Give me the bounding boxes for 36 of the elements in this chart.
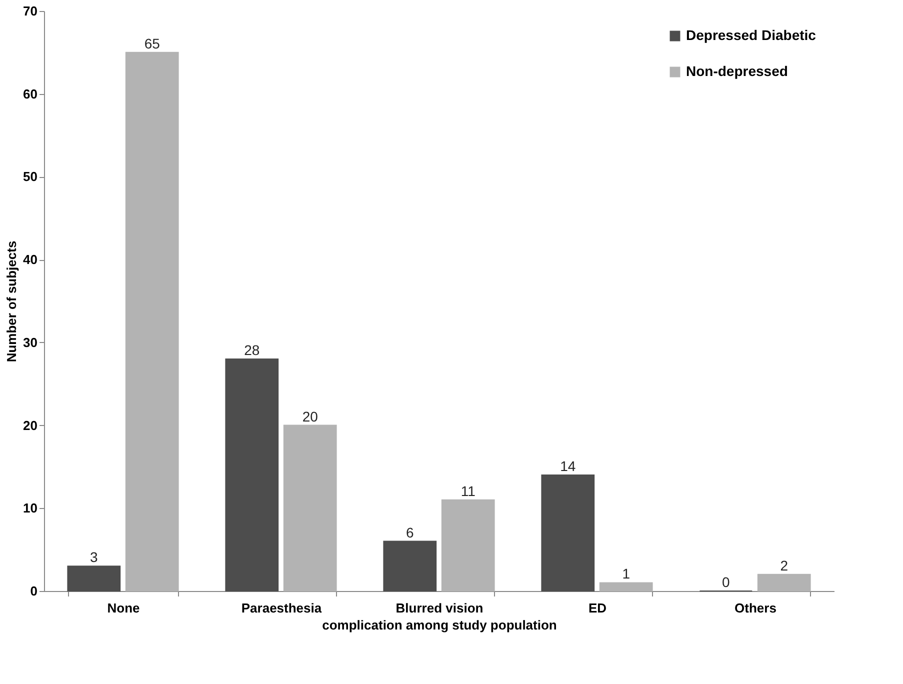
bar <box>383 540 437 592</box>
x-axis-title: complication among study population <box>322 618 557 632</box>
x-tick-label: ED <box>588 600 607 616</box>
data-label: 1 <box>622 566 630 582</box>
bar <box>283 424 337 592</box>
x-tick-label: None <box>107 600 140 616</box>
data-label: 20 <box>302 408 318 424</box>
y-tick-label: 20 <box>23 418 38 433</box>
x-tick-label: Blurred vision <box>396 600 484 616</box>
y-tick-label: 10 <box>23 500 38 516</box>
bar <box>441 499 495 592</box>
y-tick-label: 40 <box>23 252 38 268</box>
bar <box>599 582 653 592</box>
data-label: 6 <box>406 524 414 540</box>
y-tick-label: 50 <box>23 169 38 184</box>
y-tick-label: 60 <box>23 86 38 102</box>
y-tick-label: 70 <box>23 4 38 18</box>
x-tick-label: Paraesthesia <box>241 600 322 616</box>
legend-label: Non-depressed <box>686 63 788 79</box>
data-label: 11 <box>460 482 476 499</box>
legend-label: Depressed Diabetic <box>686 27 816 43</box>
bar <box>541 474 595 592</box>
data-label: 65 <box>144 35 160 52</box>
y-tick-label: 0 <box>30 584 38 598</box>
y-axis-title: Number of subjects <box>4 240 20 362</box>
bar <box>125 52 179 592</box>
bar <box>225 358 279 592</box>
y-tick-label: 30 <box>23 334 38 350</box>
bar <box>67 566 121 592</box>
data-label: 14 <box>560 458 576 474</box>
data-label: 2 <box>780 557 788 574</box>
x-tick-label: Others <box>734 600 776 616</box>
bar <box>757 574 811 592</box>
data-label: 0 <box>722 574 730 590</box>
data-label: 3 <box>90 549 98 566</box>
data-label: 28 <box>244 342 260 358</box>
